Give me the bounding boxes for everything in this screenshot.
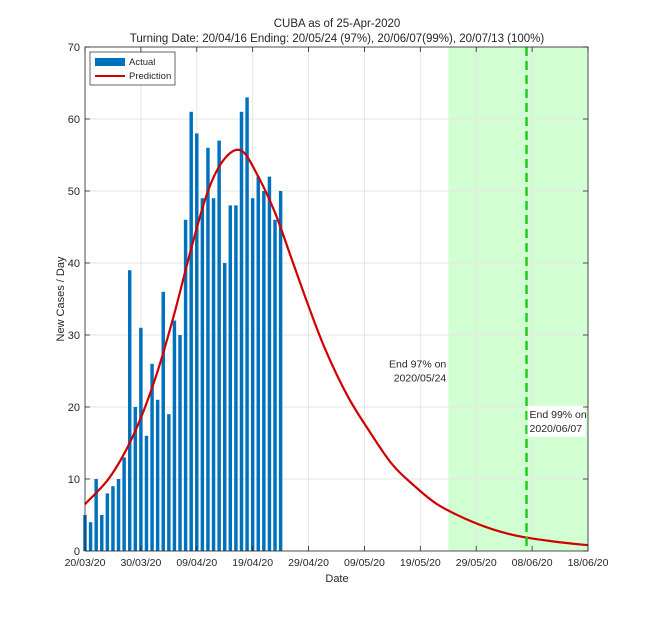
end-window-region — [448, 47, 588, 551]
bar — [273, 219, 277, 552]
annotation-text: 2020/06/07 — [530, 423, 583, 435]
bar — [245, 97, 249, 552]
bar — [222, 263, 227, 551]
y-tick-label: 0 — [74, 546, 80, 558]
y-tick-label: 10 — [68, 474, 80, 486]
x-tick-label: 09/05/20 — [344, 557, 385, 569]
axes-box — [84, 46, 589, 552]
annotation-box — [527, 405, 586, 437]
x-tick-label: 18/06/20 — [568, 557, 609, 569]
y-tick-label: 20 — [68, 402, 80, 414]
bar — [217, 140, 221, 551]
bar — [127, 270, 132, 551]
annotation-text: 2020/05/24 — [394, 372, 447, 384]
x-tick-label: 30/03/20 — [120, 557, 161, 569]
bar — [183, 219, 188, 552]
bar — [228, 205, 233, 551]
bar — [262, 191, 266, 551]
bar — [267, 176, 272, 551]
bar — [256, 176, 260, 551]
chart-title: CUBA as of 25-Apr-2020 — [274, 18, 401, 30]
bar — [100, 515, 104, 551]
legend: Actual Prediction — [89, 51, 176, 86]
bar — [178, 335, 182, 551]
annotation-text: End 97% on — [389, 358, 446, 370]
legend-box — [89, 51, 176, 86]
legend-label-actual: Actual — [129, 57, 155, 68]
bar — [167, 414, 171, 551]
bar — [161, 291, 165, 551]
bar — [133, 407, 138, 551]
x-tick-label: 20/03/20 — [65, 557, 106, 569]
bar — [250, 198, 255, 551]
x-tick-label: 19/04/20 — [232, 557, 273, 569]
bar — [111, 486, 115, 551]
bar — [155, 399, 160, 551]
y-tick-label: 70 — [68, 42, 80, 54]
bar — [88, 522, 93, 551]
annotation-text: End 99% on — [530, 409, 587, 421]
x-tick-label: 29/05/20 — [456, 557, 497, 569]
bar — [105, 493, 110, 551]
prediction-line — [84, 148, 589, 547]
bar — [239, 111, 244, 552]
y-tick-label: 50 — [68, 186, 80, 198]
bar — [278, 191, 283, 551]
x-tick-label: 09/04/20 — [176, 557, 217, 569]
bar — [211, 198, 216, 551]
bar — [200, 198, 205, 551]
x-tick-label: 29/04/20 — [288, 557, 329, 569]
bar — [94, 479, 98, 551]
y-tick-label: 30 — [68, 330, 80, 342]
bar — [234, 205, 238, 551]
bar — [189, 111, 193, 552]
x-axis-label: Date — [325, 573, 348, 585]
bar — [206, 147, 210, 552]
y-axis-label: New Cases / Day — [55, 256, 67, 341]
bar — [116, 479, 121, 551]
bar — [195, 133, 199, 551]
y-tick-label: 40 — [68, 258, 80, 270]
bar — [172, 320, 177, 551]
bar — [139, 327, 143, 551]
legend-label-prediction: Prediction — [129, 71, 171, 82]
bar — [122, 457, 126, 551]
x-tick-label: 08/06/20 — [512, 557, 553, 569]
y-tick-label: 60 — [68, 114, 80, 126]
legend-swatch-actual — [95, 58, 125, 66]
bar — [150, 363, 154, 551]
x-tick-label: 19/05/20 — [400, 557, 441, 569]
bar — [144, 435, 149, 551]
chart-subtitle: Turning Date: 20/04/16 Ending: 20/05/24 … — [130, 33, 545, 45]
